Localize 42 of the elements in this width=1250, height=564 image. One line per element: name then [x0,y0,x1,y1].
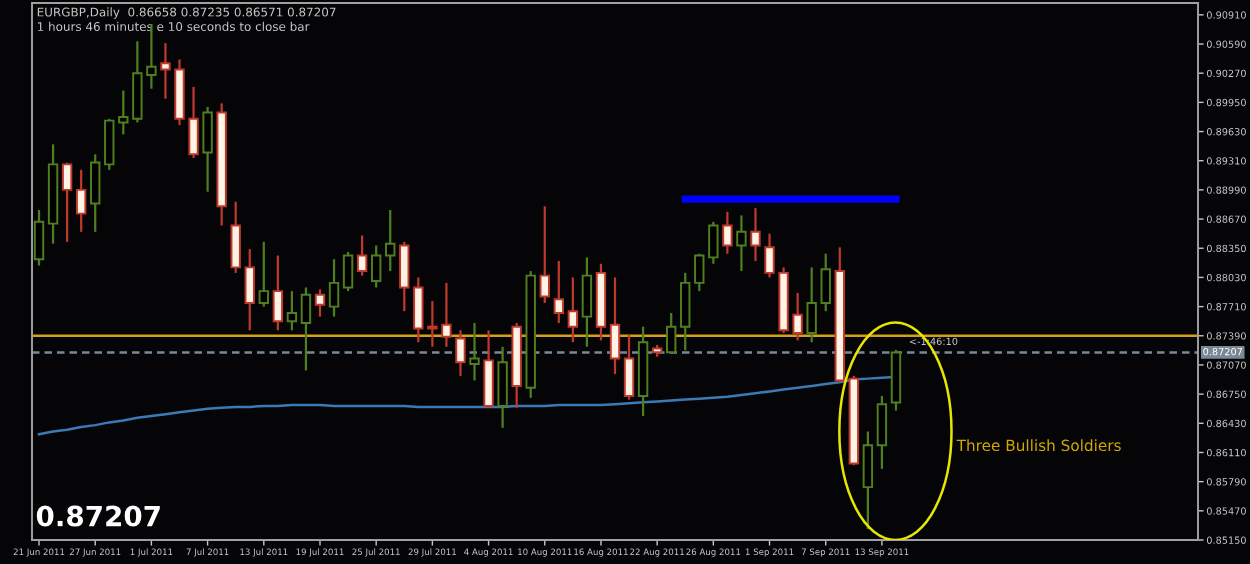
candlestick [202,105,213,193]
candlestick [483,329,494,409]
candlestick [722,210,733,255]
candlestick [567,276,579,344]
candlestick [118,89,129,136]
candlestick [862,430,874,531]
candlestick [876,394,888,470]
candlestick [258,240,269,308]
candlestick [455,329,466,377]
candlestick [90,153,101,233]
candlestick [553,259,564,325]
candlestick [244,248,255,332]
candlestick [104,117,115,171]
candlestick [385,208,396,273]
candlestick [314,288,326,318]
candlestick [820,252,831,313]
candlestick [328,258,340,318]
candlestick [300,286,312,372]
candlestick [609,276,621,376]
candlestick [708,220,719,265]
candlestick [371,244,382,289]
candlestick [806,266,817,344]
candlestick [736,214,747,273]
candlestick [694,252,705,293]
candlestick [61,161,73,243]
candlestick [581,256,593,348]
candlestick [286,289,298,332]
candlestick [75,168,87,233]
candlestick [539,205,550,305]
candlestick [497,345,508,429]
candlestick [356,234,368,277]
candlestick [623,333,635,401]
candlestick [666,311,677,354]
candlestick [469,321,480,382]
candlestick [342,250,354,293]
candlestick [750,207,761,263]
candlestick [230,200,241,274]
candlestick [399,240,410,313]
candlestick [680,271,691,352]
candlestick [272,254,284,332]
candlestick [33,208,45,267]
annotation: 0.87207 [36,505,160,527]
